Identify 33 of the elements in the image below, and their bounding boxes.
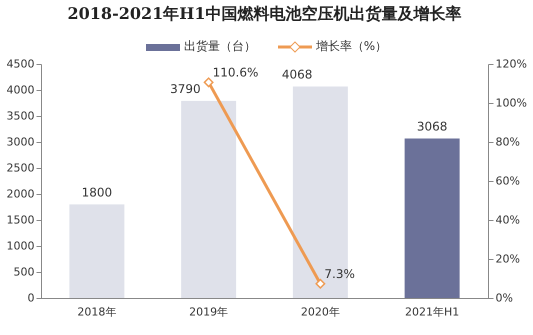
y2-tick-label: 120% xyxy=(496,58,527,70)
y-tick-label: 0 xyxy=(28,292,34,304)
chart-title: 2018-2021年H1中国燃料电池空压机出货量及增长率 xyxy=(68,4,462,23)
y-tick-label: 4000 xyxy=(6,84,34,96)
y-tick-label: 1500 xyxy=(6,214,34,226)
y-tick-label: 3500 xyxy=(6,110,34,122)
x-tick-label: 2019年 xyxy=(189,306,228,318)
y-tick-label: 500 xyxy=(14,266,34,278)
legend-label: 增长率（%） xyxy=(316,38,388,55)
y-tick-label: 3000 xyxy=(6,136,34,148)
x-tick-label: 2020年 xyxy=(300,306,340,318)
bar xyxy=(181,100,236,298)
bar xyxy=(404,138,460,298)
x-tick-label: 2018年 xyxy=(77,306,116,318)
data-label: 3790 xyxy=(170,82,201,96)
data-label: 4068 xyxy=(282,67,312,82)
data-label: 110.6% xyxy=(212,65,258,80)
legend-label: 出货量（台） xyxy=(184,38,256,55)
data-label: 1800 xyxy=(82,185,112,200)
y2-tick-label: 0% xyxy=(496,292,513,304)
x-tick-label: 2021年H1 xyxy=(404,306,460,318)
y2-tick-label: 100% xyxy=(496,96,527,110)
y2-tick-label: 60% xyxy=(496,174,520,188)
data-label: 3068 xyxy=(416,119,448,134)
y2-tick-label: 20% xyxy=(496,252,520,266)
y-tick-label: 1000 xyxy=(6,240,34,252)
data-label: 7.3% xyxy=(324,266,355,281)
y-tick-label: 2000 xyxy=(6,188,34,200)
y-tick-label: 2500 xyxy=(6,162,34,174)
y2-tick-label: 80% xyxy=(496,136,520,148)
bar xyxy=(69,204,124,298)
y-tick-label: 4500 xyxy=(6,58,34,70)
y2-tick-label: 40% xyxy=(496,214,520,226)
